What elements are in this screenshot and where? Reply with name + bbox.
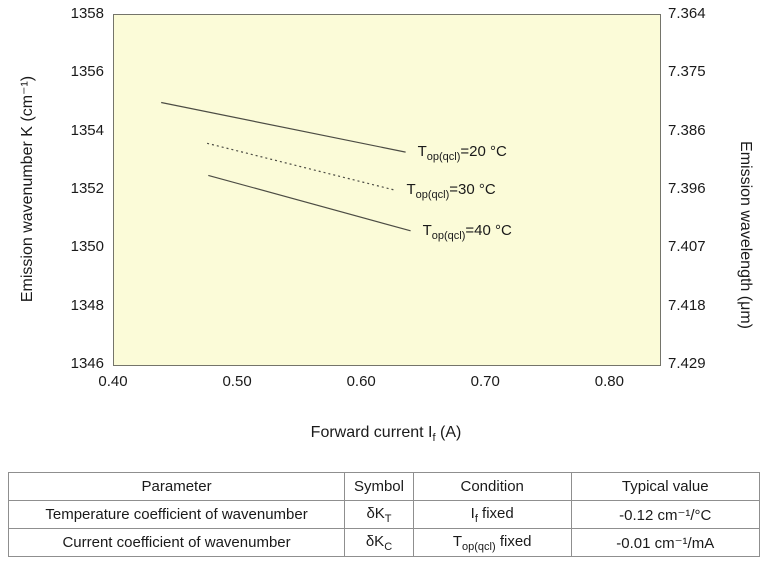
plot-area: Top(qcl)=20 °C Top(qcl)=30 °C Top(qcl)=4… bbox=[113, 14, 661, 366]
series-label-text: =20 °C bbox=[460, 143, 507, 161]
y-tick-label-left: 1354 bbox=[70, 121, 104, 139]
series-label-text: T bbox=[422, 221, 432, 239]
y-tick-label-right: 7.418 bbox=[668, 296, 706, 314]
x-axis-title-text: Forward current I bbox=[310, 424, 433, 441]
condition-cell: Top(qcl) fixed bbox=[412, 528, 572, 557]
x-tick-label: 0.80 bbox=[594, 373, 624, 390]
left-axis-title: Emission wavenumber K (cm⁻¹) bbox=[19, 75, 36, 303]
condition-cell: If fixed bbox=[412, 500, 572, 529]
parameter-cell: Current coefficient of wavenumber bbox=[7, 528, 346, 557]
x-axis-title: Forward current If (A) bbox=[113, 424, 659, 444]
table-row: Temperature coefficient of wavenumber δK… bbox=[7, 500, 761, 529]
condition-text: T bbox=[452, 532, 463, 550]
series-label-subscript: op(qcl) bbox=[426, 151, 461, 164]
series-label-text: =40 °C bbox=[465, 221, 512, 239]
series-label-subscript: op(qcl) bbox=[431, 229, 466, 242]
y-tick-label-right: 7.375 bbox=[668, 63, 706, 81]
y-tick-label-left: 1346 bbox=[70, 355, 104, 372]
col-header-typical-value: Typical value bbox=[570, 472, 761, 501]
chart-lines bbox=[161, 101, 411, 232]
y-tick-label-right: 7.364 bbox=[668, 5, 706, 22]
y-tick-label-left: 1358 bbox=[70, 5, 104, 22]
x-tick-label: 0.70 bbox=[470, 373, 500, 390]
series-label-1: Top(qcl)=30 °C bbox=[406, 181, 495, 204]
symbol-subscript: C bbox=[384, 540, 393, 553]
parameter-table: Parameter Symbol Condition Typical value… bbox=[7, 472, 761, 557]
table-header-row: Parameter Symbol Condition Typical value bbox=[7, 472, 761, 501]
symbol-cell: δKT bbox=[344, 500, 414, 529]
table-row: Current coefficient of wavenumber δKC To… bbox=[7, 528, 761, 557]
symbol-subscript: T bbox=[384, 512, 392, 525]
symbol-text: δK bbox=[366, 504, 385, 522]
x-axis-title-subscript: f bbox=[432, 432, 436, 445]
series-label-text: T bbox=[406, 181, 416, 198]
condition-text: fixed bbox=[495, 532, 532, 550]
condition-subscript: op(qcl) bbox=[462, 540, 496, 553]
typical-value-cell: -0.01 cm⁻¹/mA bbox=[570, 528, 761, 557]
y-tick-label-left: 1352 bbox=[70, 180, 104, 197]
x-tick-label: 0.50 bbox=[222, 373, 252, 390]
y-tick-label-right: 7.407 bbox=[668, 238, 706, 256]
condition-text: fixed bbox=[477, 504, 514, 522]
series-label-0: Top(qcl)=20 °C bbox=[418, 143, 507, 166]
y-tick-label-right: 7.429 bbox=[668, 355, 706, 372]
col-header-parameter: Parameter bbox=[7, 472, 346, 501]
series-label-text: T bbox=[417, 143, 427, 161]
typical-value-cell: -0.12 cm⁻¹/°C bbox=[570, 500, 761, 529]
parameter-cell: Temperature coefficient of wavenumber bbox=[7, 500, 346, 529]
x-tick-label: 0.40 bbox=[98, 373, 128, 390]
series-label-subscript: op(qcl) bbox=[415, 189, 450, 201]
symbol-cell: δKC bbox=[344, 528, 414, 557]
col-header-symbol: Symbol bbox=[344, 472, 414, 501]
x-axis-title-text: (A) bbox=[435, 424, 462, 441]
x-tick-label: 0.60 bbox=[346, 373, 376, 390]
series-label-text: =30 °C bbox=[449, 181, 496, 198]
y-tick-label-left: 1348 bbox=[70, 296, 104, 314]
emission-wavenumber-chart: Emission wavenumber K (cm⁻¹) Emission wa… bbox=[19, 5, 754, 445]
series-label-2: Top(qcl)=40 °C bbox=[423, 222, 512, 245]
y-tick-label-right: 7.396 bbox=[668, 180, 706, 197]
condition-subscript: f bbox=[474, 512, 478, 525]
condition-text: I bbox=[470, 504, 475, 522]
y-tick-label-left: 1350 bbox=[70, 238, 104, 256]
col-header-condition: Condition bbox=[412, 472, 572, 501]
right-axis-title: Emission wavelength (μm) bbox=[737, 141, 754, 329]
y-tick-label-left: 1356 bbox=[70, 63, 104, 81]
symbol-text: δK bbox=[365, 532, 385, 550]
y-tick-label-right: 7.386 bbox=[668, 121, 706, 139]
